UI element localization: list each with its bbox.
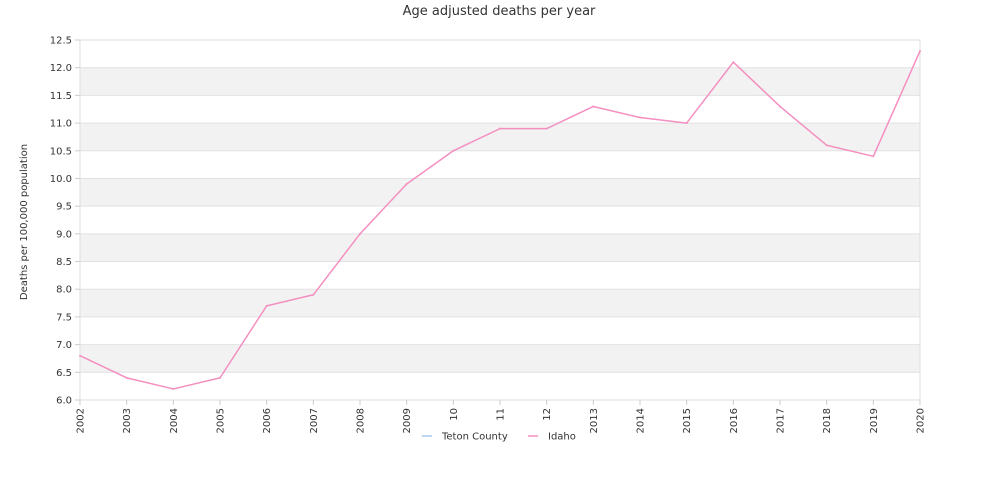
data-point	[312, 293, 315, 296]
data-point	[639, 116, 641, 119]
y-axis-label: Deaths per 100,000 population	[19, 144, 30, 300]
data-point	[125, 376, 128, 379]
data-point	[79, 354, 81, 357]
legend-label: Idaho	[548, 432, 576, 443]
data-point	[452, 149, 455, 152]
data-point	[592, 105, 595, 108]
x-tick-label: 2003	[122, 408, 133, 433]
data-point	[219, 376, 221, 379]
x-tick-label: 2015	[682, 408, 693, 433]
grid-bands	[80, 40, 920, 400]
y-tick-label: 7.0	[56, 340, 72, 351]
x-tick-label: 2017	[776, 408, 787, 433]
y-tick-label: 10.5	[50, 146, 72, 157]
y-tick-label: 6.5	[56, 368, 72, 379]
x-tick-label: 12	[542, 408, 553, 421]
x-tick-label: 2005	[216, 408, 227, 433]
x-tick-label: 2002	[76, 408, 87, 433]
series-lines	[79, 50, 921, 390]
data-point	[359, 232, 361, 235]
grid-band	[80, 206, 920, 234]
grid-band	[80, 40, 920, 68]
data-point	[405, 183, 408, 185]
chart-title: Age adjusted deaths per year	[403, 4, 596, 19]
grid-band	[80, 67, 920, 96]
x-tick-label: 2004	[169, 408, 180, 433]
x-tick-label: 11	[496, 408, 507, 421]
x-tick-label: 2007	[309, 408, 320, 433]
y-tick-label: 11.0	[50, 119, 72, 130]
data-point	[172, 387, 175, 390]
y-tick-label: 8.0	[56, 285, 72, 296]
grid-band	[80, 178, 920, 207]
legend: Teton County Idaho	[422, 432, 576, 443]
x-tick-label: 2008	[356, 408, 367, 433]
y-tick-label: 7.5	[56, 312, 72, 323]
y-tick-label: 12.5	[50, 36, 72, 47]
y-tick-label: 9.0	[56, 229, 72, 240]
data-point	[825, 144, 828, 147]
y-axis-ticks: 6.0 6.5 7.0 7.5 8.0 8.5 9.0 9.5 10.0 10.5 11.0 11.5…	[50, 36, 80, 407]
x-tick-label: 2016	[729, 408, 740, 433]
x-axis-ticks: 2002 2003 2004 2005 2006 2007 2008 2009 10 11 12 20…	[76, 400, 927, 433]
x-tick-label: 2009	[402, 408, 413, 433]
grid-band	[80, 289, 920, 317]
y-tick-label: 12.0	[50, 63, 72, 74]
data-point	[499, 127, 501, 130]
x-tick-label: 2018	[822, 408, 833, 433]
gridlines	[79, 39, 921, 401]
y-tick-label: 10.0	[50, 174, 72, 185]
y-tick-label: 8.5	[56, 257, 72, 268]
x-tick-label: 2020	[916, 408, 927, 433]
data-point	[732, 61, 735, 64]
legend-label: Teton County	[441, 432, 508, 443]
data-point	[685, 122, 688, 125]
x-tick-label: 2013	[589, 408, 600, 433]
x-tick-label: 2019	[869, 408, 880, 433]
grid-band	[80, 233, 920, 262]
grid-band	[80, 123, 920, 151]
data-point	[779, 105, 781, 108]
grid-band	[80, 316, 920, 345]
data-point	[545, 127, 548, 130]
data-point	[919, 50, 921, 53]
x-tick-label: 10	[449, 408, 460, 421]
y-tick-label: 6.0	[56, 396, 72, 407]
grid-band	[80, 372, 920, 400]
grid-band	[80, 261, 920, 290]
x-tick-label: 2006	[262, 408, 273, 433]
data-point	[872, 155, 875, 158]
y-tick-label: 9.5	[56, 202, 72, 213]
grid-band	[80, 344, 920, 373]
x-tick-label: 2014	[636, 408, 647, 433]
grid-band	[80, 95, 920, 124]
y-tick-label: 11.5	[50, 91, 72, 102]
data-point	[265, 304, 268, 307]
grid-band	[80, 150, 920, 179]
